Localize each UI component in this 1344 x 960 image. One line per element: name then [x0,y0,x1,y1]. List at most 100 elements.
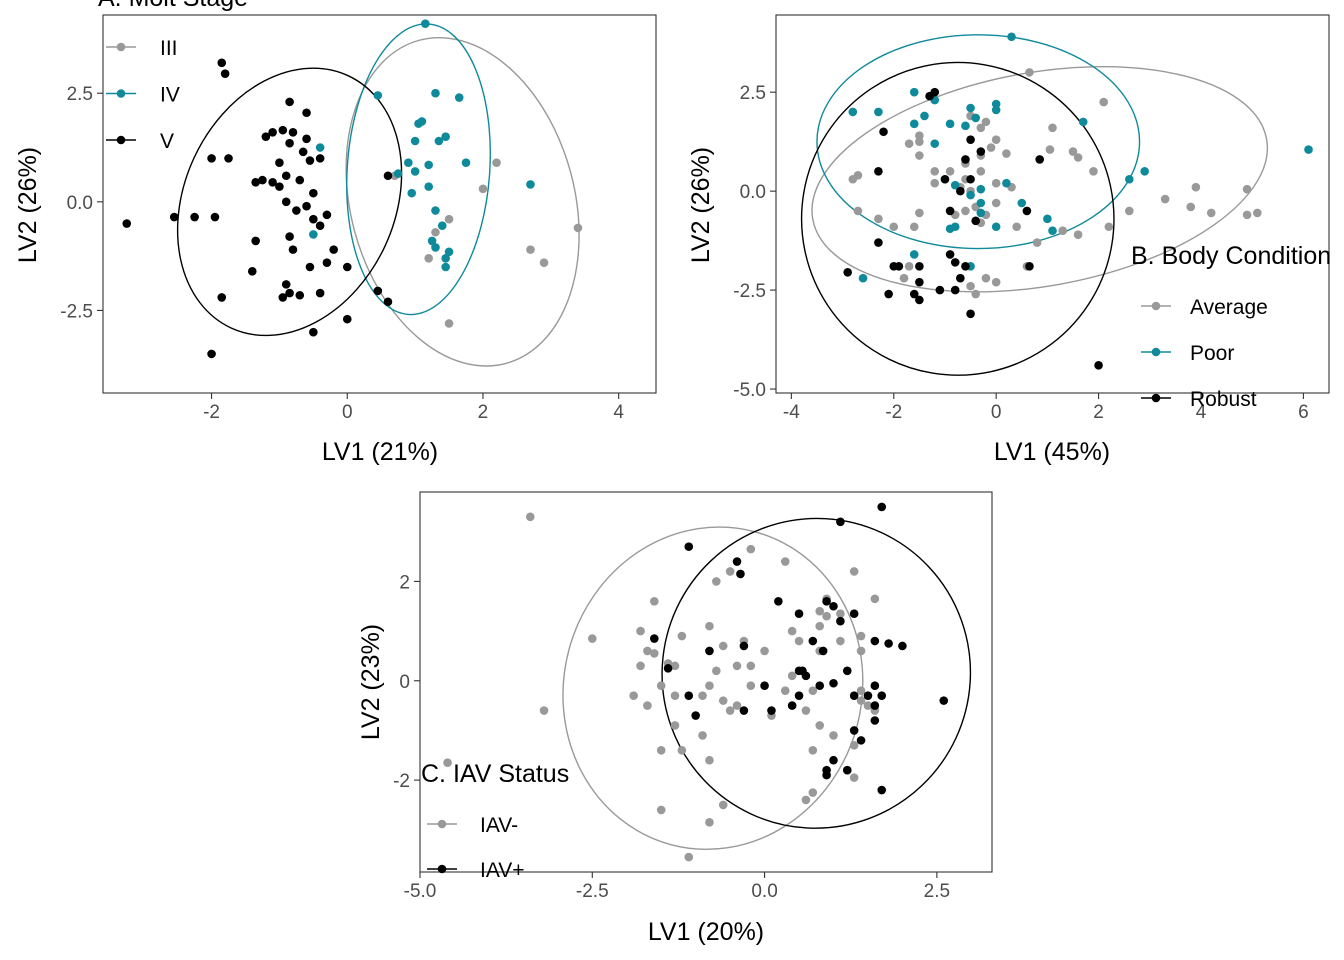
panel-a-series-2-point-10 [298,147,308,157]
panel-c-series-1-point-45 [877,785,887,795]
panel-a-legend-label-1: IV [160,84,180,107]
panel-c-ytick-label-1: 0 [399,672,410,693]
panel-b-legend-title: B. Body Condition [1131,242,1331,270]
panel-a-series-1-point-15 [407,188,417,198]
panel-c-series-0-point-67 [656,805,666,815]
panel-b-series-0-point-32 [1125,206,1134,216]
panel-b-legend-key-point-1 [1151,347,1161,357]
panel-b-series-0-point-2 [1048,123,1057,133]
panel-a-legend-key-point-1 [116,89,126,98]
panel-b-series-0-point-34 [1191,182,1201,192]
panel-c-series-0-point-15 [677,631,687,641]
panel-c-series-0-point-9 [870,594,880,604]
panel-b-series-0-point-41 [915,137,924,146]
panel-b-series-0-point-47 [909,222,919,232]
panel-c-series-0-point-19 [760,646,769,656]
panel-a-series-1-point-8 [434,136,444,146]
panel-b-series-2-point-3 [966,135,975,144]
panel-c-series-1-point-25 [760,681,769,691]
panel-a-series-2-point-45 [315,288,325,298]
panel-c-series-1-point-31 [877,691,887,700]
panel-c-series-1-point-11 [650,634,659,643]
panel-c-series-1-point-10 [849,609,859,618]
panel-b-series-0-point-37 [1242,184,1252,194]
panel-c-series-0-point-47 [863,701,873,710]
panel-c-series-1-point-46 [739,641,749,651]
panel-a-legend-title: A. Molt Stage [98,0,248,12]
panel-b-series-2-point-19 [950,258,960,267]
panel-b-series-2-point-10 [956,186,965,196]
panel-c-plot-area [443,502,972,862]
panel-b-series-0-point-53 [904,262,914,271]
panel-c-series-0-point-2 [780,557,790,566]
panel-a-series-2-point-29 [210,212,220,222]
panel-b-series-2-point-8 [940,174,950,184]
panel-b-series-2-point-1 [925,91,934,101]
panel-c-series-1-point-27 [842,666,852,676]
panel-a-series-1-point-20 [431,243,440,252]
panel-b-series-2-point-23 [935,285,945,295]
panel-a-ytick-label-1: 0.0 [67,193,93,214]
panel-b-series-2-point-2 [879,127,888,137]
panel-b-series-1-point-17 [976,184,986,194]
panel-a-series-2-point-16 [281,171,291,181]
panel-a-series-2-point-40 [247,267,257,276]
panel-c-series-1-point-4 [732,557,742,566]
panel-b-series-0-point-49 [874,214,883,224]
panel-c-series-0-point-16 [705,621,714,631]
panel-c-series-0-point-65 [849,773,859,782]
panel-a-series-1-point-18 [437,221,447,231]
panel-c-xtick-label-3: 2.5 [924,881,950,902]
panel-a-series-2-point-17 [295,175,305,185]
panel-c-series-0-point-26 [650,649,659,658]
panel-c-series-0-point-43 [698,691,707,700]
panel-c-series-0-point-60 [677,746,687,755]
panel-b-legend-label-1: Poor [1190,342,1234,365]
panel-b-series-2-point-14 [874,238,883,247]
panel-b-x-axis-title: LV1 (45%) [994,438,1110,466]
panel-c-series-1-point-44 [842,765,852,775]
panel-c-series-0-point-36 [705,681,714,691]
panel-c: -5.0 -2.5 0.0 2.5 -2 0 2 LV1 (20%) LV2 (23%) C. I… [357,491,993,946]
panel-b-series-0-point-9 [981,117,991,127]
panel-a-series-2-point-42 [285,288,294,298]
panel-a-ytick-label-2: 2.5 [67,84,93,105]
panel-c-legend-key-point-0 [437,819,447,829]
panel-c-series-1-point-16 [884,639,893,648]
panel-c-series-1-point-7 [829,601,838,611]
panel-b-series-1-point-6 [909,119,919,129]
panel-b-series-0-point-25 [961,206,970,216]
panel-c-series-1-point-36 [849,726,859,735]
panel-a-series-2-point-50 [373,286,383,296]
panel-c-series-0-point-0 [525,512,535,522]
panel-b-series-1-point-8 [966,103,975,113]
panel-b-series-2-point-24 [909,289,919,299]
panel-a-series-2-point-47 [207,349,216,359]
panel-c-series-0-point-56 [856,696,866,705]
panel-c-series-1-point-18 [663,664,673,673]
panel-c-series-0-point-38 [725,706,735,715]
panel-c-series-1-point-40 [691,711,700,720]
panel-c-series-1-point-3 [736,569,745,579]
panel-b-series-0-point-39 [1253,208,1262,218]
panel-b-series-0-point-35 [1186,202,1196,212]
panel-c-series-0-point-34 [656,681,666,691]
panel-b-series-1-point-13 [930,139,940,148]
panel-b-series-1-point-1 [1304,145,1313,154]
panel-a-series-1-point-19 [427,236,437,246]
panel-a-series-0-point-6 [431,227,440,237]
panel-b-legend-key-point-2 [1151,393,1161,403]
panel-c-series-0-point-42 [629,691,638,700]
panel-a-xtick-label-2: 2 [478,402,489,423]
panel-c-x-axis-title: LV1 (20%) [648,918,764,946]
panel-b-series-2-point-25 [915,295,924,305]
panel-b-series-2-point-27 [1025,262,1034,271]
panel-a-series-0-point-2 [526,245,535,254]
panel-c-series-1-point-22 [815,681,825,691]
panel-b-series-2-point-20 [961,262,970,271]
panel-b-xtick-label-3: 2 [1093,402,1104,423]
panel-c-series-1-point-35 [787,701,797,710]
panel-c-series-0-point-46 [856,686,866,695]
panel-a-xtick-label-1: 0 [342,402,353,423]
panel-a-plot-area [122,19,583,367]
